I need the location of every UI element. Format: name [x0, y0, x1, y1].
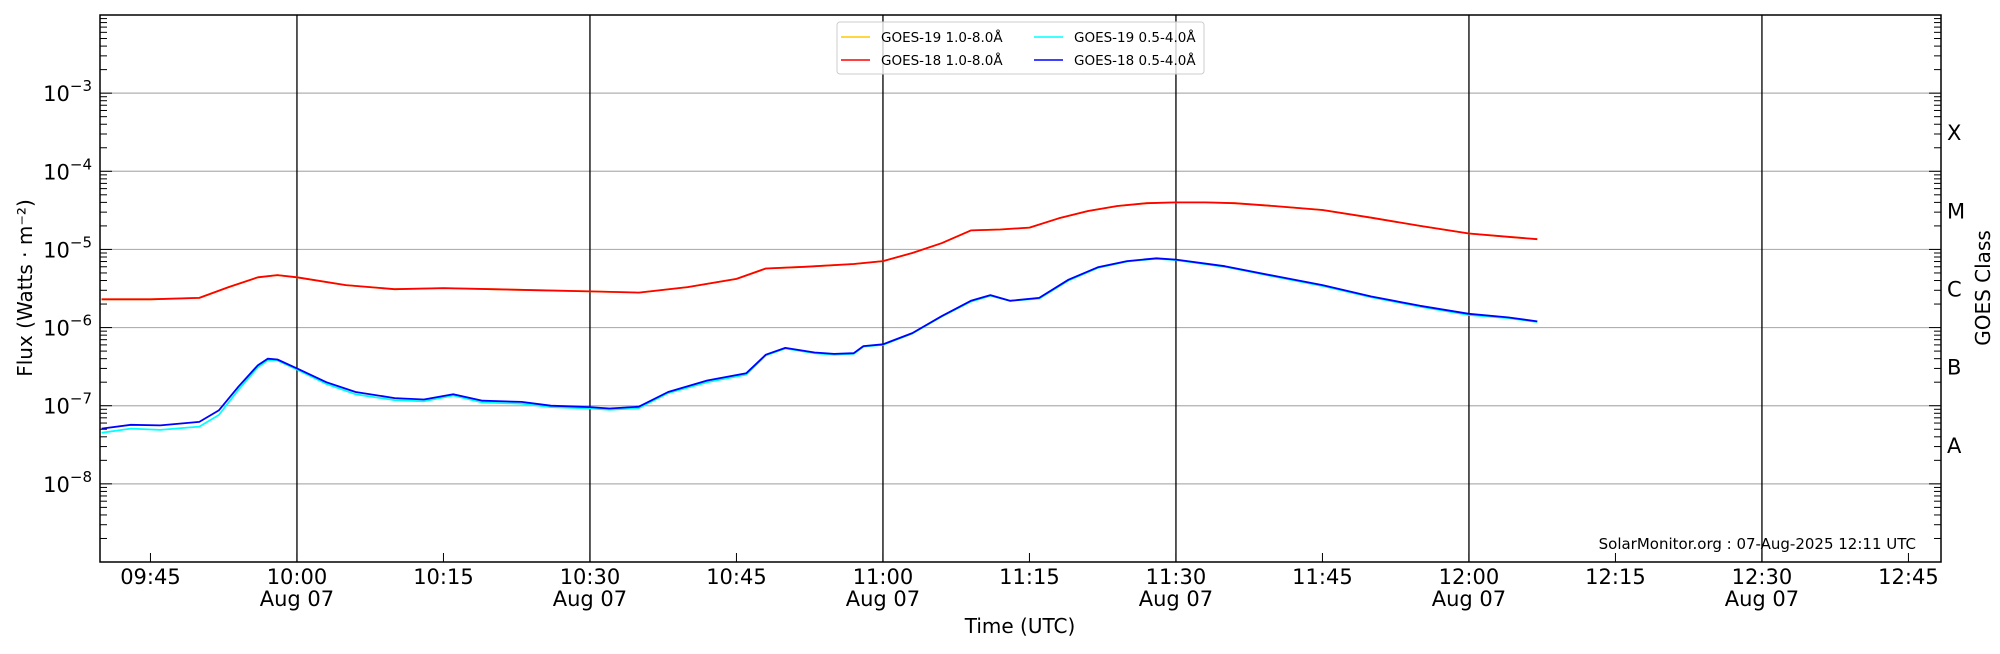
x-tick-label: 12:15 [1585, 565, 1646, 589]
x-tick-label: 11:45 [1292, 565, 1353, 589]
legend-box [836, 21, 1205, 75]
x-tick-label: 10:15 [413, 565, 474, 589]
y-tick-label: 10−3 [43, 77, 92, 106]
plot-frame [99, 14, 1942, 563]
x-tick-label: 12:00 [1439, 565, 1500, 589]
series-line [101, 257, 1538, 430]
x-tick-date-label: Aug 07 [1432, 587, 1506, 611]
goes-class-label: B [1947, 356, 1961, 380]
legend-label: GOES-18 0.5-4.0Å [1074, 52, 1196, 69]
x-tick-date-label: Aug 07 [553, 587, 627, 611]
x-tick-date-label: Aug 07 [1725, 587, 1799, 611]
legend-label: GOES-19 1.0-8.0Å [881, 29, 1003, 46]
y-tick-label: 10−7 [43, 390, 92, 419]
y-tick-label: 10−8 [43, 468, 92, 497]
x-axis-label: Time (UTC) [964, 614, 1076, 638]
x-tick-label: 10:45 [706, 565, 767, 589]
x-tick-label: 10:30 [560, 565, 621, 589]
x-tick-label: 09:45 [120, 565, 181, 589]
x-tick-date-label: Aug 07 [846, 587, 920, 611]
goes-class-label: M [1947, 199, 1965, 223]
goes-class-label: A [1947, 434, 1962, 458]
x-tick-label: 12:30 [1732, 565, 1793, 589]
x-tick-label: 10:00 [267, 565, 328, 589]
x-tick-label: 11:15 [999, 565, 1060, 589]
series-lines [101, 201, 1538, 434]
x-tick-label: 11:30 [1146, 565, 1207, 589]
goes-class-label: X [1947, 121, 1961, 145]
y-tick-label: 10−4 [43, 155, 92, 184]
goes-class-label: C [1947, 278, 1962, 302]
x-tick-date-label: Aug 07 [260, 587, 334, 611]
grid-lines [100, 15, 1941, 562]
legend: GOES-19 1.0-8.0Å GOES-18 1.0-8.0Å GOES-19 … [836, 21, 1205, 75]
x-tick-date-label: Aug 07 [1139, 587, 1213, 611]
y-tick-label: 10−5 [43, 233, 92, 262]
legend-label: GOES-19 0.5-4.0Å [1074, 29, 1196, 46]
y-tick-label: 10−6 [43, 312, 92, 341]
x-tick-label: 12:45 [1878, 565, 1939, 589]
y-axis-label: Flux (Watts · m⁻²) [13, 199, 37, 377]
watermark-annotation: SolarMonitor.org : 07-Aug-2025 12:11 UTC [1599, 535, 1916, 553]
series-line [101, 201, 1538, 301]
legend-label: GOES-18 1.0-8.0Å [881, 52, 1003, 69]
y-axis-right-label: GOES Class [1971, 230, 1995, 346]
x-tick-label: 11:00 [853, 565, 914, 589]
